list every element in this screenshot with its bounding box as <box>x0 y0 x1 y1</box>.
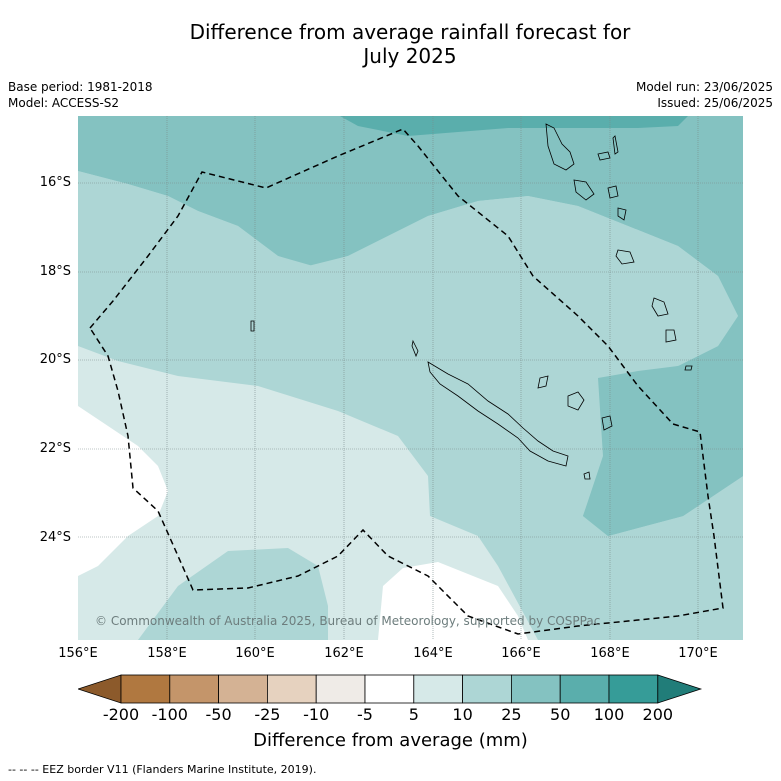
island-new-caledonia <box>427 361 569 467</box>
title-line-2: July 2025 <box>363 44 457 68</box>
island-espiritu-santo <box>545 123 575 171</box>
map-svg <box>78 116 743 640</box>
lon-label-160e: 160°E <box>235 646 275 661</box>
band-neutral-west <box>78 406 168 576</box>
colorbar-segment <box>169 674 220 704</box>
colorbar-segment <box>413 674 463 704</box>
island-aneityum <box>665 329 677 343</box>
colorbar-segment <box>266 674 317 704</box>
meta-right: Model run: 23/06/2025 Issued: 25/06/2025 <box>636 79 773 111</box>
island-ambae <box>597 151 611 161</box>
rainfall-map <box>78 116 743 640</box>
colorbar <box>76 674 705 704</box>
colorbar-tick-label: 25 <box>501 705 522 724</box>
lon-label-166e: 166°E <box>501 646 541 661</box>
lon-label-170e: 170°E <box>678 646 718 661</box>
colorbar-tick-label: -50 <box>205 705 232 724</box>
colorbar-tick-label: -5 <box>357 705 373 724</box>
lat-label-18s: 18°S <box>39 264 71 279</box>
meta-left: Base period: 1981-2018 Model: ACCESS-S2 <box>8 79 153 111</box>
island-tanna <box>651 297 669 317</box>
chart-title: Difference from average rainfall forecas… <box>0 20 781 68</box>
island-belep <box>411 339 419 358</box>
colorbar-segment <box>559 674 610 704</box>
model-name: Model: ACCESS-S2 <box>8 96 120 110</box>
colorbar-extend-low <box>76 674 122 704</box>
lon-label-164e: 164°E <box>413 646 453 661</box>
colorbar-tick-label: -25 <box>254 705 281 724</box>
lon-label-156e: 156°E <box>58 646 98 661</box>
colorbar-segment <box>364 674 415 704</box>
band-10-25-south <box>138 548 328 640</box>
title-line-1: Difference from average rainfall forecas… <box>189 20 631 44</box>
lat-label-16s: 16°S <box>39 175 71 190</box>
issued-date: Issued: 25/06/2025 <box>657 96 773 110</box>
eez-border <box>89 128 724 635</box>
model-run: Model run: 23/06/2025 <box>635 80 773 94</box>
island-malekula <box>573 179 595 201</box>
graticule <box>78 116 743 640</box>
band-25-50-east <box>583 316 743 536</box>
lon-label-168e: 168°E <box>590 646 630 661</box>
colorbar-tick-label: 100 <box>593 705 625 724</box>
colorbar-tick-label: 50 <box>550 705 571 724</box>
colorbar-segment <box>608 674 659 704</box>
colorbar-segment <box>120 674 171 704</box>
island-ouvea <box>537 375 549 389</box>
island-maewo <box>612 135 619 155</box>
island-lifou <box>567 391 585 411</box>
colorbar-tick-label: 5 <box>408 705 419 724</box>
copyright-notice: © Commonwealth of Australia 2025, Bureau… <box>95 614 601 628</box>
colorbar-svg <box>76 674 703 704</box>
lat-label-24s: 24°S <box>39 530 71 545</box>
colorbar-tick-label: 200 <box>642 705 674 724</box>
colorbar-tick-label: -10 <box>303 705 330 724</box>
island-matthew <box>684 365 693 371</box>
lat-label-20s: 20°S <box>39 352 71 367</box>
island-mare <box>601 415 613 431</box>
colorbar-tick-label: 10 <box>452 705 473 724</box>
colorbar-segment <box>218 674 268 704</box>
colorbar-tick-label: -100 <box>151 705 188 724</box>
colorbar-extend-high <box>657 674 703 704</box>
base-period: Base period: 1981-2018 <box>8 80 153 94</box>
band-neutral-south <box>378 562 528 640</box>
island-walpole <box>583 471 591 480</box>
colorbar-tick-label: -200 <box>102 705 140 724</box>
island-efate <box>617 207 627 221</box>
eez-footnote: -- -- -- EEZ border V11 (Flanders Marine… <box>8 763 317 776</box>
island-rennell <box>250 320 255 332</box>
island-erromango <box>615 249 635 265</box>
lon-label-158e: 158°E <box>147 646 187 661</box>
band-50-100 <box>340 116 688 136</box>
lon-label-162e: 162°E <box>324 646 364 661</box>
island-epi <box>607 185 619 199</box>
colorbar-segment <box>510 674 561 704</box>
colorbar-segment <box>315 674 366 704</box>
colorbar-title: Difference from average (mm) <box>253 730 528 751</box>
lat-label-22s: 22°S <box>39 441 71 456</box>
colorbar-segment <box>462 674 512 704</box>
